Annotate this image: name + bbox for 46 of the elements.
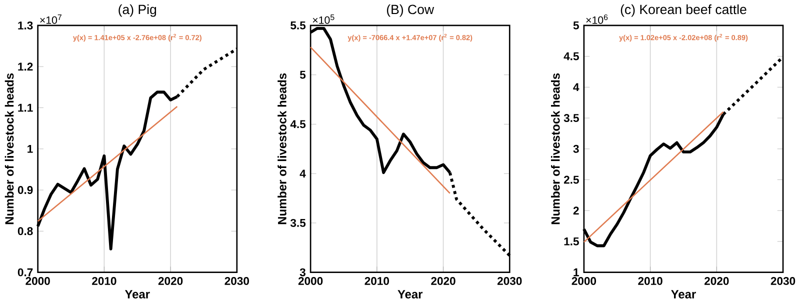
y-tick-label: 1.5 — [564, 237, 579, 246]
x-axis-title: Year — [124, 290, 150, 298]
x-tick-label: 2000 — [298, 276, 323, 285]
y-tick-label: 2 — [573, 206, 579, 214]
x-tick-label: 2030 — [224, 276, 249, 285]
y-tick-label: 0.8 — [18, 227, 33, 236]
x-tick-label: 2020 — [158, 276, 183, 285]
y-tick-label: 2.5 — [564, 176, 579, 184]
x-tick-label: 2030 — [770, 276, 796, 285]
x-tick-label: 2010 — [92, 276, 116, 285]
x-tick-label: 2010 — [364, 276, 389, 285]
text: ×10$^{6}$ — [586, 14, 608, 24]
y-tick-label: 4.5 — [290, 120, 306, 128]
text: ×10$^{5}$ — [312, 14, 334, 24]
y-tick-label: 1.3 — [18, 21, 33, 30]
x-tick-label: 2020 — [704, 276, 729, 285]
y-tick-label: 1.1 — [18, 104, 33, 112]
y-tick-label: 3 — [300, 268, 306, 276]
y-tick-label: 4 — [300, 170, 306, 178]
text: ×10$^{7}$ — [40, 14, 62, 24]
y-tick-label: 3.5 — [290, 218, 306, 227]
x-tick-label: 2020 — [431, 276, 456, 285]
y-axis-title: Number of livestock heads — [278, 73, 286, 224]
y-tick-label: 1.2 — [18, 62, 33, 70]
chart-title: (a) Pig — [118, 4, 156, 17]
y-tick-label: 3.5 — [564, 114, 579, 122]
x-tick-label: 2000 — [572, 276, 596, 285]
y-axis-title: Number of livestock heads — [4, 73, 14, 224]
x-axis-title: Year — [671, 290, 696, 298]
y-tick-label: 5 — [573, 21, 579, 30]
y-tick-label: 3 — [573, 144, 579, 153]
x-axis-title: Year — [398, 290, 423, 298]
chart-title: (c) Korean beef cattle — [620, 4, 746, 17]
y-tick-label: 0.9 — [18, 186, 33, 194]
chart-title: (B) Cow — [386, 4, 434, 17]
x-tick-label: 2030 — [497, 276, 522, 285]
y-axis-title: Number of livestock heads — [551, 73, 560, 224]
y-tick-label: 5 — [300, 70, 306, 79]
y-tick-label: 4 — [573, 83, 580, 91]
y-tick-label: 1 — [574, 268, 579, 276]
y-tick-label: 5.5 — [290, 21, 306, 30]
x-tick-label: 2000 — [26, 276, 50, 285]
y-tick-label: 0.7 — [18, 268, 33, 276]
y-tick-label: 1 — [28, 144, 33, 153]
x-tick-label: 2010 — [638, 276, 662, 285]
y-tick-label: 4.5 — [564, 52, 579, 60]
